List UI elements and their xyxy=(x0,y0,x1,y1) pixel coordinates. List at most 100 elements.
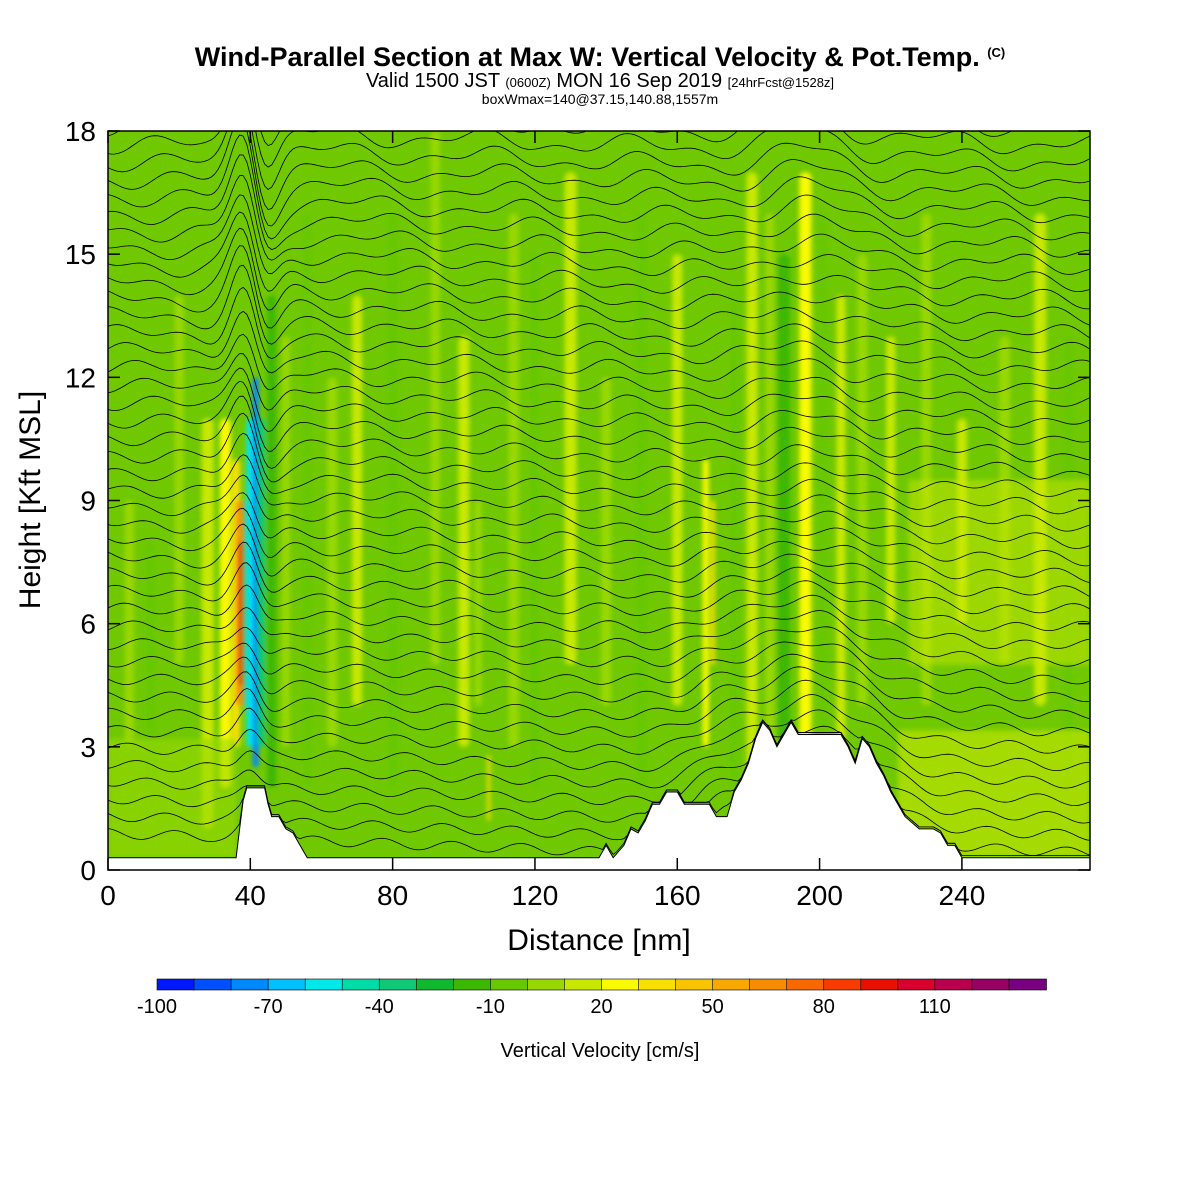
colorbar-tick-label: -10 xyxy=(476,996,505,1018)
y-axis-label: Height [Kft MSL] xyxy=(14,391,47,609)
theta-contour xyxy=(108,131,1090,227)
theta-contour xyxy=(108,264,1090,359)
colorbar-swatch xyxy=(675,978,714,991)
theta-contour xyxy=(108,175,1090,275)
theta-contour xyxy=(108,333,1090,411)
theta-contour xyxy=(108,395,1090,480)
velocity-streak xyxy=(474,500,482,706)
velocity-streak xyxy=(710,500,715,665)
colorbar-swatch xyxy=(490,978,529,991)
x-tick-label: 120 xyxy=(512,880,559,911)
colorbar-label: Vertical Velocity [cm/s] xyxy=(501,1040,700,1062)
theta-contour xyxy=(108,719,1090,841)
colorbar-tick-label: -100 xyxy=(137,996,177,1018)
x-tick-label: 160 xyxy=(654,880,701,911)
theta-contour xyxy=(108,474,1090,549)
colorbar-swatch xyxy=(712,978,751,991)
colorbar-swatch xyxy=(823,978,862,991)
velocity-streak xyxy=(267,295,277,788)
x-tick-label: 40 xyxy=(235,880,266,911)
theta-contour xyxy=(108,131,1090,210)
theta-contour xyxy=(108,679,1090,754)
colorbar-swatch xyxy=(638,978,677,991)
theta-contour xyxy=(977,131,1013,137)
theta-contour xyxy=(108,719,1090,824)
theta-contour xyxy=(108,412,1090,497)
velocity-streak xyxy=(564,172,577,665)
colorbar-swatch xyxy=(934,978,973,991)
colorbar-swatch xyxy=(415,978,455,991)
x-tick-label: 0 xyxy=(100,880,116,911)
colorbar-swatch xyxy=(230,978,269,991)
velocity-streak xyxy=(886,336,896,624)
velocity-streak xyxy=(242,500,248,706)
velocity-streak xyxy=(746,172,758,788)
velocity-streak xyxy=(174,295,184,665)
colorbar-swatch xyxy=(341,978,381,991)
colorbar-swatch xyxy=(193,978,232,991)
velocity-streak xyxy=(729,295,740,788)
colorbar-tick-label: -70 xyxy=(254,996,283,1018)
theta-contour xyxy=(108,523,1090,598)
colorbar-swatch xyxy=(378,978,418,991)
potential-temperature-contours xyxy=(108,131,1090,856)
velocity-streak xyxy=(302,213,312,788)
colorbar-tick-label: 80 xyxy=(813,996,835,1018)
y-tick-label: 9 xyxy=(80,486,96,517)
theta-contour xyxy=(108,310,1090,394)
theta-contour xyxy=(108,507,1090,584)
colorbar-swatch xyxy=(971,978,1010,991)
colorbar-swatch xyxy=(564,978,603,991)
colorbar-swatch xyxy=(267,978,306,991)
theta-contour xyxy=(108,562,1090,632)
theta-contour xyxy=(108,584,1090,649)
velocity-band xyxy=(108,738,237,858)
velocity-streak xyxy=(857,254,868,706)
velocity-streak xyxy=(124,500,134,747)
theta-contour xyxy=(108,492,1090,567)
velocity-streak xyxy=(386,213,399,788)
colorbar-tick-label: 50 xyxy=(702,996,724,1018)
x-axis: 0 40 80 120 160 200 240 xyxy=(100,131,985,911)
colorbar-swatch xyxy=(453,978,492,991)
velocity-streak xyxy=(256,418,265,747)
velocity-streak xyxy=(352,295,363,706)
theta-contour xyxy=(108,211,1090,310)
colorbar-swatch xyxy=(156,978,195,991)
theta-contour xyxy=(108,154,1090,258)
theta-contour xyxy=(108,432,1090,515)
y-tick-label: 3 xyxy=(80,732,96,763)
velocity-streak xyxy=(145,541,157,788)
chart-box-info: boxWmax=140@37.15,140.88,1557m xyxy=(481,91,719,107)
colorbar-tick-label: 20 xyxy=(590,996,612,1018)
velocity-band xyxy=(908,479,1090,665)
theta-contour xyxy=(108,719,1090,807)
theta-contour xyxy=(108,380,1090,463)
theta-contour xyxy=(260,131,1090,155)
theta-contour xyxy=(108,194,1090,293)
velocity-streak xyxy=(281,336,290,747)
theta-contour xyxy=(108,606,1090,667)
theta-contour xyxy=(108,227,1090,326)
theta-contour xyxy=(108,653,1090,720)
colorbar-swatch xyxy=(749,978,788,991)
velocity-field xyxy=(108,131,1090,858)
terrain xyxy=(108,721,1090,870)
theta-contour xyxy=(108,719,1090,856)
velocity-streak xyxy=(487,755,491,821)
theta-contour xyxy=(108,454,1090,532)
theta-contour xyxy=(108,131,1090,172)
velocity-streak xyxy=(702,459,709,747)
x-axis-label: Distance [nm] xyxy=(507,924,690,957)
colorbar-swatch xyxy=(1008,978,1047,991)
velocity-streak xyxy=(818,213,829,788)
velocity-streak xyxy=(601,377,612,706)
colorbar-swatch xyxy=(786,978,825,991)
colorbar-swatch xyxy=(897,978,936,991)
y-tick-label: 6 xyxy=(80,609,96,640)
plot-area xyxy=(108,131,1090,870)
theta-contour xyxy=(108,134,1090,241)
colorbar-swatch xyxy=(527,978,566,991)
velocity-streak xyxy=(430,131,440,665)
